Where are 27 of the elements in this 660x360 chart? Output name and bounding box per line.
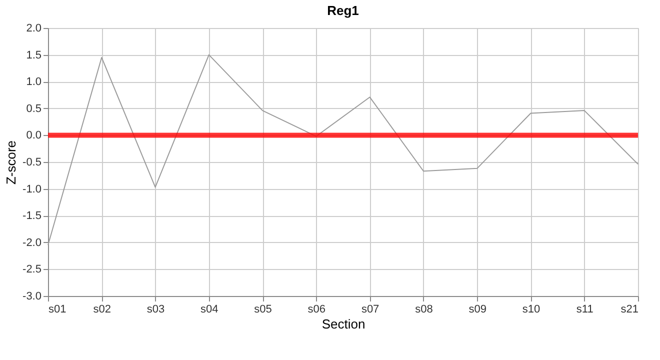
x-tick-label: s11 <box>576 304 594 316</box>
y-tick-label: -2.5 <box>22 264 42 276</box>
x-tick-label: s02 <box>93 304 112 316</box>
y-tick-label: -1.5 <box>22 210 42 222</box>
x-tick-label: s04 <box>200 304 218 316</box>
y-tick-label: 0.0 <box>26 130 42 142</box>
y-tick-label: -2.0 <box>22 236 42 249</box>
x-tick-label: s05 <box>254 304 272 316</box>
y-tick-label: -0.5 <box>22 156 42 168</box>
x-tick-label: s21 <box>620 304 638 316</box>
chart-title: Reg1 <box>327 3 359 18</box>
y-tick-label: 1.5 <box>26 49 42 62</box>
x-tick-label: s06 <box>308 304 326 316</box>
y-tick-label: 2.0 <box>26 22 42 34</box>
x-tick-label: s03 <box>146 304 165 316</box>
x-tick-label: s01 <box>48 304 66 316</box>
y-axis-title: Z-score <box>4 140 19 185</box>
y-tick-label: -3.0 <box>22 290 42 302</box>
x-tick-label: s09 <box>468 304 486 316</box>
line-series <box>48 54 638 246</box>
y-tick-label: 1.0 <box>26 76 42 88</box>
x-axis-title: Section <box>322 316 366 332</box>
y-tick-label: 0.5 <box>26 102 42 115</box>
x-tick-label: s07 <box>361 304 380 316</box>
x-tick-label: s08 <box>415 304 433 316</box>
x-tick-label: s10 <box>522 304 540 316</box>
y-tick-label: -1.0 <box>22 183 42 196</box>
